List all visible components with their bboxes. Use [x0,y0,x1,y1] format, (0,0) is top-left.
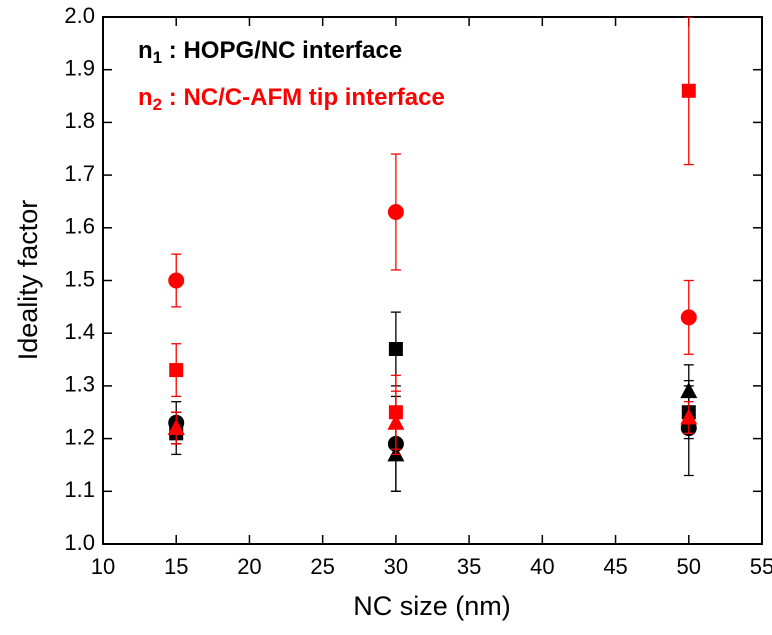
x-tick-label: 15 [164,554,188,579]
y-tick-label: 1.9 [64,56,95,81]
x-tick-label: 55 [750,554,772,579]
note-subscript: 2 [153,95,162,114]
marker-circle [680,309,697,326]
x-tick-label: 45 [603,554,627,579]
legend-note: n2 : NC/C-AFM tip interface [138,84,445,114]
note-text: : HOPG/NC interface [162,37,402,64]
note-symbol: n [138,37,153,64]
x-axis-title: NC size (nm) [353,591,511,621]
note-text: : NC/C-AFM tip interface [162,84,445,111]
y-tick-label: 1.6 [64,214,95,239]
marker-square [388,342,403,357]
y-tick-label: 1.3 [64,372,95,397]
x-tick-label: 50 [677,554,701,579]
x-tick-label: 40 [530,554,554,579]
marker-square [681,83,696,98]
x-tick-label: 10 [91,554,115,579]
x-tick-label: 35 [457,554,481,579]
y-tick-label: 1.4 [64,319,95,344]
y-tick-label: 2.0 [64,3,95,28]
marker-triangle [680,382,698,399]
marker-triangle [387,413,405,430]
marker-square [169,363,184,378]
y-tick-label: 1.7 [64,161,95,186]
x-tick-label: 25 [310,554,334,579]
legend-note: n1 : HOPG/NC interface [138,37,402,67]
note-symbol: n [138,84,153,111]
y-tick-label: 1.2 [64,424,95,449]
marker-triangle [680,408,698,425]
marker-circle [168,272,185,289]
marker-triangle [167,419,185,436]
y-tick-label: 1.5 [64,266,95,291]
y-tick-label: 1.8 [64,108,95,133]
x-tick-label: 30 [384,554,408,579]
x-tick-label: 20 [237,554,261,579]
marker-circle [387,203,404,220]
y-tick-label: 1.0 [64,530,95,555]
note-subscript: 1 [153,48,162,67]
y-axis-title: Ideality factor [13,200,43,361]
y-tick-label: 1.1 [64,477,95,502]
